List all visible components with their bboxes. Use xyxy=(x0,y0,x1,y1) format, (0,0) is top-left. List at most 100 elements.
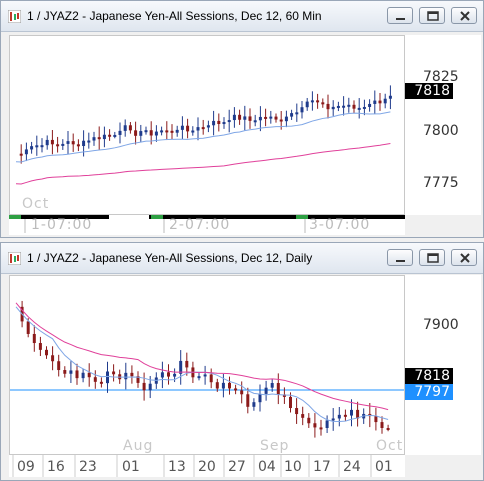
candle-body xyxy=(227,120,231,123)
x-tick-label: 10 xyxy=(284,459,302,475)
candlestick-chart xyxy=(10,300,404,438)
close-button[interactable] xyxy=(451,7,477,24)
candle-body xyxy=(373,100,377,104)
candle-body xyxy=(50,139,54,145)
candle-body xyxy=(352,104,356,109)
restore-button[interactable] xyxy=(419,7,445,24)
x-tick-label: 23 xyxy=(79,459,97,475)
candle-body xyxy=(253,120,257,123)
x-tick-label: 04 xyxy=(258,459,276,475)
candle-body xyxy=(276,383,280,395)
candle-body xyxy=(160,130,164,133)
candle-body xyxy=(71,141,75,145)
candle-body xyxy=(222,122,226,125)
candle-body xyxy=(374,416,378,423)
candle-body xyxy=(124,372,128,380)
candle-body xyxy=(154,131,158,136)
candle-body xyxy=(270,383,274,388)
candle-body xyxy=(240,390,244,395)
candle-body xyxy=(310,100,314,103)
candle-body xyxy=(326,103,330,110)
title-bar[interactable]: 1 / JYAZ2 - Japanese Yen-All Sessions, D… xyxy=(1,243,483,274)
candle-body xyxy=(26,321,30,334)
time-axis[interactable]: 09 16 23 01 13 20 27 04 10 17 24 01 xyxy=(9,455,405,477)
last-price-marker: 7818 xyxy=(405,83,453,99)
candle-body xyxy=(232,114,236,121)
candle-body xyxy=(321,102,325,105)
x-tick-label: 27 xyxy=(228,459,246,475)
candle-body xyxy=(279,119,283,122)
candle-body xyxy=(61,143,65,146)
candle-body xyxy=(228,382,231,389)
candle-body xyxy=(209,374,213,383)
moving-average-slow-line xyxy=(15,143,391,185)
candle-body xyxy=(139,131,143,136)
chart-app-icon xyxy=(8,10,21,23)
candle-body xyxy=(388,95,392,99)
candle-body xyxy=(63,370,67,374)
candle-body xyxy=(92,137,96,141)
candle-body xyxy=(264,116,268,119)
price-plot-area[interactable]: Aug Sep Oct xyxy=(9,275,405,455)
candle-body xyxy=(350,409,353,416)
candle-body xyxy=(264,387,268,394)
candle-body xyxy=(87,140,91,143)
candle-body xyxy=(196,127,200,131)
candle-body xyxy=(144,130,148,133)
candle-body xyxy=(362,106,366,109)
candle-body xyxy=(203,374,207,377)
close-icon xyxy=(460,253,470,263)
x-tick-label: 24 xyxy=(343,459,361,475)
candle-body xyxy=(160,372,164,378)
session-bar xyxy=(9,215,405,219)
candle-body xyxy=(246,394,250,407)
close-button[interactable] xyxy=(451,249,477,266)
candle-body xyxy=(331,106,335,110)
candle-body xyxy=(337,414,341,419)
candle-body xyxy=(82,140,86,147)
price-axis[interactable]: 7900 7818 7797 xyxy=(405,275,481,455)
candle-body xyxy=(165,130,169,133)
candle-body xyxy=(295,112,299,115)
minimize-button[interactable] xyxy=(387,7,413,24)
candle-body xyxy=(118,130,122,135)
candlestick-chart xyxy=(15,85,392,185)
price-axis[interactable]: 7825 7818 7800 7775 xyxy=(405,35,481,215)
candle-body xyxy=(123,125,127,131)
time-axis-grid xyxy=(12,455,372,477)
price-plot-area[interactable]: Oct xyxy=(9,35,405,215)
x-tick-label: 09 xyxy=(17,459,35,475)
x-tick-label: 13 xyxy=(168,459,186,475)
horizontal-line-marker: 7797 xyxy=(405,384,453,400)
candle-body xyxy=(269,116,273,119)
close-icon xyxy=(460,11,470,21)
month-overlay-label: Sep xyxy=(260,438,290,454)
candle-body xyxy=(40,145,44,148)
x-tick-label: 01 xyxy=(375,459,393,475)
title-bar[interactable]: 1 / JYAZ2 - Japanese Yen-All Sessions, D… xyxy=(1,1,483,32)
candle-body xyxy=(295,408,299,415)
minimize-button[interactable] xyxy=(387,249,413,266)
candle-body xyxy=(149,130,153,136)
candle-body xyxy=(35,145,39,148)
candle-body xyxy=(319,427,323,430)
candle-body xyxy=(201,127,205,130)
candle-body xyxy=(38,343,42,350)
candle-body xyxy=(30,146,34,150)
restore-button[interactable] xyxy=(419,249,445,266)
candle-body xyxy=(191,130,195,133)
candle-body xyxy=(258,116,262,121)
candle-body xyxy=(56,144,60,147)
candle-body xyxy=(301,414,305,418)
candle-body xyxy=(316,100,320,103)
candle-body xyxy=(356,409,360,419)
candle-body xyxy=(134,130,138,136)
candle-body xyxy=(87,372,91,378)
candle-body xyxy=(136,376,140,383)
moving-average-fast-line xyxy=(15,111,391,163)
candle-body xyxy=(305,101,309,108)
candle-body xyxy=(212,120,216,126)
time-axis[interactable]: 1-07:00 2-07:00 3-07:00 xyxy=(9,215,405,235)
candle-body xyxy=(289,396,292,409)
candle-body xyxy=(221,382,225,389)
